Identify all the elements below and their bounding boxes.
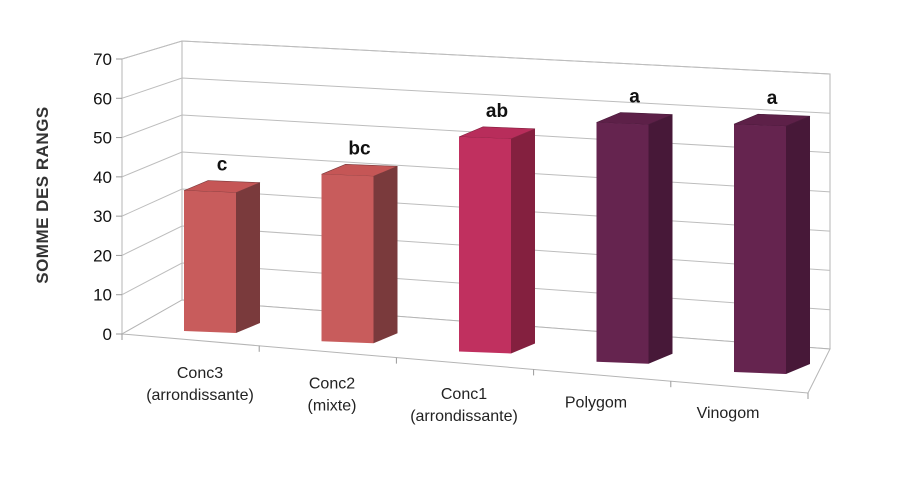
category-label-line: (arrondissante) (146, 387, 254, 404)
category-label: Conc1 (arrondissante) (410, 386, 518, 425)
bar-front-face (734, 124, 786, 374)
bars (183, 112, 811, 374)
bar-top-face (458, 126, 536, 140)
category-label-line: Conc1 (441, 386, 487, 403)
bar (183, 180, 261, 333)
bar-front-face (184, 190, 236, 333)
bar (596, 112, 673, 364)
bar-top-face (321, 163, 398, 177)
bar-front-face (596, 122, 649, 364)
y-tick-label: 20 (93, 246, 112, 265)
category-labels: Conc3 (arrondissante) Conc2 (mixte) Conc1 (ar… (121, 334, 809, 425)
category-label: Conc3 (arrondissante) (146, 365, 254, 404)
y-tick-label: 0 (103, 325, 112, 344)
data-labels: c bc ab a a (217, 87, 778, 176)
category-label: Conc2 (mixte) (308, 376, 357, 415)
bar (458, 126, 536, 354)
y-tick-label: 10 (93, 286, 112, 305)
y-tick-label: 70 (93, 50, 112, 69)
category-label: Polygom (565, 395, 627, 412)
category-label-line: (mixte) (308, 398, 357, 415)
gridline (121, 40, 831, 75)
category-label-line: Conc2 (309, 376, 355, 393)
y-tick-label: 60 (93, 89, 112, 108)
data-label: a (767, 88, 778, 109)
category-label-line: (arrondissante) (410, 408, 518, 425)
category-label: Vinogom (697, 405, 760, 422)
y-tick-label: 40 (93, 168, 112, 187)
bar-side-face (236, 182, 260, 333)
bar-side-face (373, 166, 398, 344)
gridline (121, 77, 831, 114)
category-label-line: Vinogom (697, 405, 760, 422)
data-label: ab (486, 101, 508, 122)
data-label: a (629, 87, 640, 108)
y-axis-title: SOMME DES RANGS (33, 106, 52, 284)
bar (321, 163, 398, 344)
bar-front-face (321, 174, 374, 344)
data-label: bc (348, 138, 371, 159)
y-tick-label: 50 (93, 129, 112, 148)
bar-side-face (511, 128, 535, 354)
y-tick-label: 30 (93, 207, 112, 226)
y-axis-tick-labels: 0 10 20 30 40 50 60 70 (93, 50, 112, 344)
bar-top-face (183, 180, 261, 193)
data-label: c (217, 155, 228, 176)
bar-side-face (786, 116, 810, 374)
bar-front-face (459, 136, 511, 354)
category-label-line: Conc3 (177, 365, 223, 382)
bar-side-face (648, 114, 673, 364)
category-label-line: Polygom (565, 395, 627, 412)
bar (733, 113, 811, 374)
